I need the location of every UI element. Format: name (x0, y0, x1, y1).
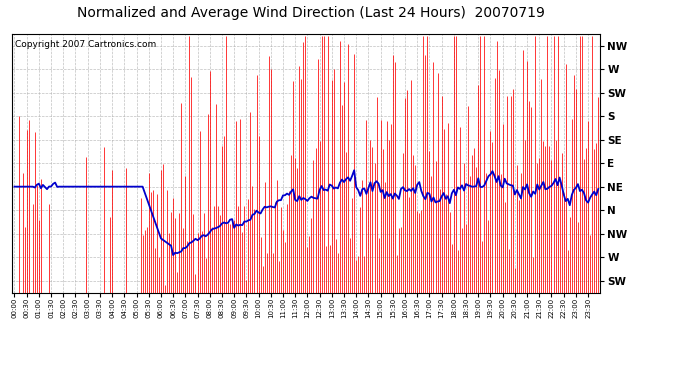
Text: Copyright 2007 Cartronics.com: Copyright 2007 Cartronics.com (15, 40, 157, 49)
Text: Normalized and Average Wind Direction (Last 24 Hours)  20070719: Normalized and Average Wind Direction (L… (77, 6, 544, 20)
